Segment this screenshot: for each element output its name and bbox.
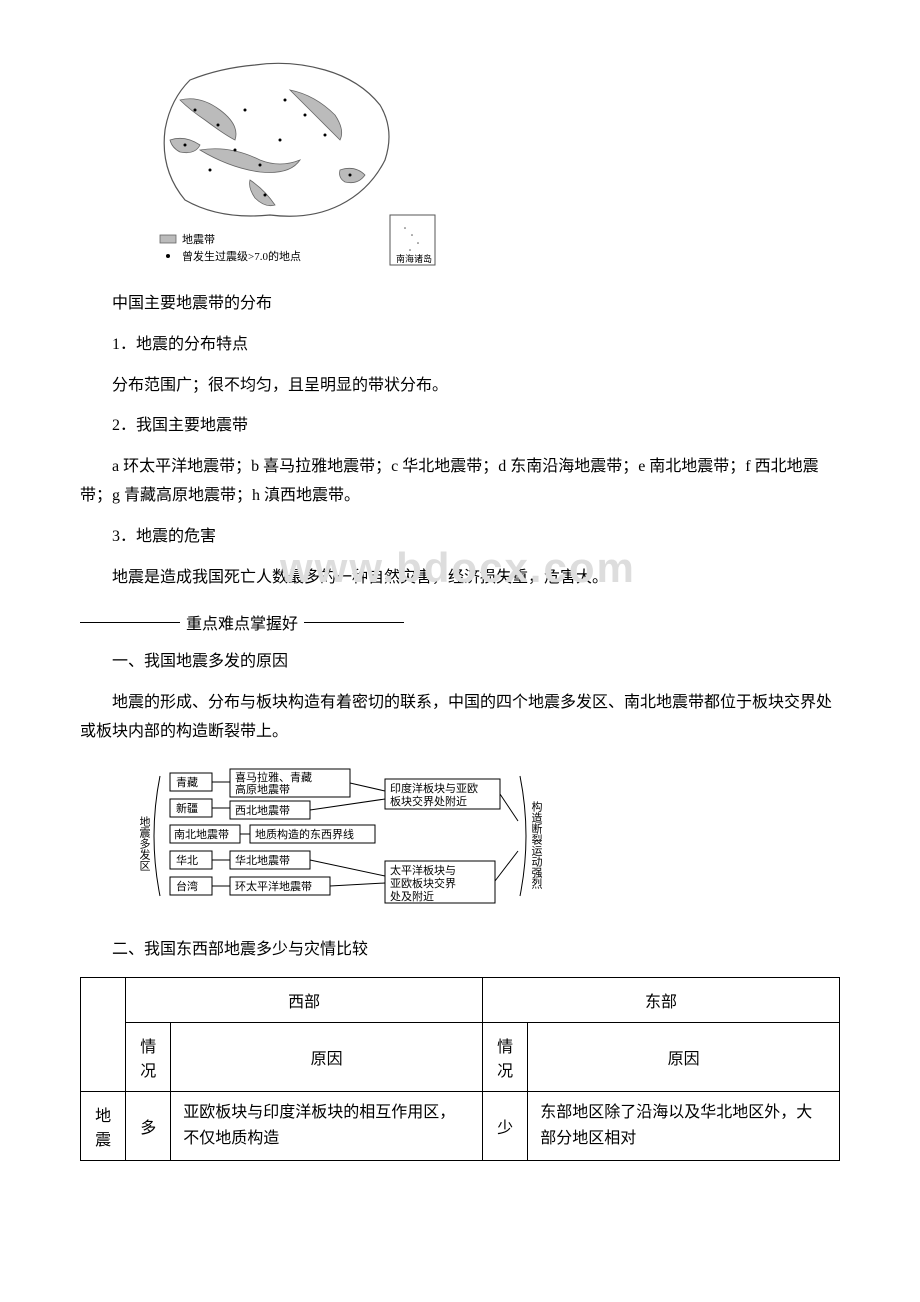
header-west-reason: 原因 — [171, 1022, 483, 1091]
heading-2: 2．我国主要地震带 — [80, 412, 840, 441]
table-row: 地震 多 亚欧板块与印度洋板块的相互作用区，不仅地质构造 少 东部地区除了沿海以… — [81, 1091, 840, 1160]
comparison-table: 西部 东部 情况 原因 情况 原因 地震 多 亚欧板块与印度洋板块的相互作用区，… — [80, 977, 840, 1161]
svg-text:板块交界处附近: 板块交界处附近 — [390, 794, 467, 808]
ruler-line-left — [80, 622, 180, 623]
header-west: 西部 — [126, 977, 483, 1022]
body-1: 分布范围广；很不均匀，且呈明显的带状分布。 — [80, 372, 840, 401]
header-east: 东部 — [483, 977, 840, 1022]
watermark-container: 地震是造成我国死亡人数最多的一种自然灾害，经济损失重，危害大。 www.bdoc… — [80, 564, 840, 635]
svg-text:地质构造的东西界线: 地质构造的东西界线 — [255, 827, 354, 841]
table-header-row-1: 西部 东部 — [81, 977, 840, 1022]
svg-text:华北: 华北 — [176, 853, 198, 867]
header-east-reason: 原因 — [528, 1022, 840, 1091]
svg-text:印度洋板块与亚欧: 印度洋板块与亚欧 — [390, 781, 478, 795]
svg-text:太平洋板块与: 太平洋板块与 — [390, 863, 456, 877]
svg-text:高原地震带: 高原地震带 — [235, 782, 290, 796]
legend-point-text: 曾发生过震级>7.0的地点 — [182, 249, 301, 263]
flowchart-diagram: 地震多发区 青藏 新疆 南北地震带 华北 台湾 喜马拉雅、青藏 高原地震带 西北… — [140, 761, 840, 916]
ruler-label: 重点难点掌握好 — [180, 610, 304, 634]
body-3: 地震是造成我国死亡人数最多的一种自然灾害，经济损失重，危害大。 — [80, 564, 840, 593]
map-svg: 地震带 曾发生过震级>7.0的地点 南海诸岛 — [140, 40, 440, 270]
section2-body: 地震的形成、分布与板块构造有着密切的联系，中国的四个地震多发区、南北地震带都位于… — [80, 689, 840, 747]
heading-1: 1．地震的分布特点 — [80, 331, 840, 360]
body-2: a 环太平洋地震带；b 喜马拉雅地震带；c 华北地震带；d 东南沿海地震带；e … — [80, 453, 840, 511]
svg-text:新疆: 新疆 — [176, 801, 198, 815]
east-reason-cell: 东部地区除了沿海以及华北地区外，大部分地区相对 — [528, 1091, 840, 1160]
west-situation-cell: 多 — [126, 1091, 171, 1160]
header-east-situation: 情况 — [483, 1022, 528, 1091]
ruler-line-right — [304, 622, 404, 623]
row-label: 地震 — [81, 1091, 126, 1160]
header-blank — [81, 977, 126, 1091]
map-caption: 中国主要地震带的分布 — [80, 290, 840, 319]
heading-3: 3．地震的危害 — [80, 523, 840, 552]
header-west-situation: 情况 — [126, 1022, 171, 1091]
svg-text:华北地震带: 华北地震带 — [235, 853, 290, 867]
east-situation-cell: 少 — [483, 1091, 528, 1160]
inset-label: 南海诸岛 — [396, 253, 432, 264]
svg-text:构造断裂运动强烈: 构造断裂运动强烈 — [530, 799, 543, 889]
table-header-row-2: 情况 原因 情况 原因 — [81, 1022, 840, 1091]
svg-text:处及附近: 处及附近 — [390, 889, 434, 903]
svg-text:喜马拉雅、青藏: 喜马拉雅、青藏 — [235, 770, 312, 784]
section2-heading: 一、我国地震多发的原因 — [80, 648, 840, 677]
section3-heading: 二、我国东西部地震多少与灾情比较 — [80, 936, 840, 965]
svg-text:西北地震带: 西北地震带 — [235, 804, 290, 817]
flowchart-svg: 地震多发区 青藏 新疆 南北地震带 华北 台湾 喜马拉雅、青藏 高原地震带 西北… — [140, 761, 560, 911]
svg-text:地震多发区: 地震多发区 — [140, 815, 151, 870]
svg-text:南北地震带: 南北地震带 — [174, 828, 229, 841]
section-divider: 重点难点掌握好 — [80, 610, 840, 634]
svg-text:环太平洋地震带: 环太平洋地震带 — [235, 879, 312, 893]
svg-text:亚欧板块交界: 亚欧板块交界 — [390, 876, 456, 890]
legend-band-text: 地震带 — [182, 233, 215, 246]
china-earthquake-map: 地震带 曾发生过震级>7.0的地点 南海诸岛 — [140, 40, 840, 270]
west-reason-cell: 亚欧板块与印度洋板块的相互作用区，不仅地质构造 — [171, 1091, 483, 1160]
svg-text:台湾: 台湾 — [176, 879, 198, 893]
svg-text:青藏: 青藏 — [176, 776, 198, 789]
